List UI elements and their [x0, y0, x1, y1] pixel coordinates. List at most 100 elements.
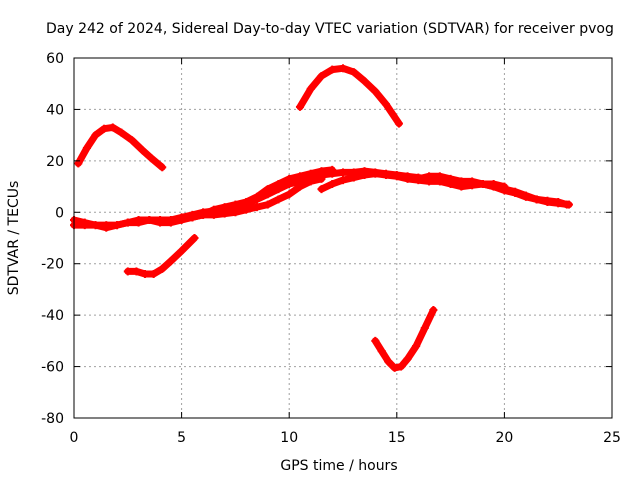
x-tick-label: 25: [603, 430, 621, 446]
data-point: [134, 218, 143, 227]
data-point: [156, 218, 165, 227]
data-point: [349, 173, 358, 182]
data-point: [360, 171, 369, 179]
series-band-main-b: [70, 166, 336, 232]
data-point: [543, 198, 552, 206]
data-point: [158, 163, 167, 172]
plot-frame: [73, 57, 613, 419]
data-point: [317, 174, 326, 183]
data-point: [394, 119, 403, 128]
data-point: [306, 84, 315, 93]
data-point: [166, 257, 175, 266]
series-arc-early-high: [74, 123, 166, 171]
y-axis-label: SDTVAR / TECUs: [6, 181, 22, 296]
y-tick-label: -20: [41, 257, 64, 273]
data-point: [382, 100, 391, 109]
data-point: [295, 172, 304, 181]
data-point: [435, 172, 444, 181]
data-point: [414, 174, 423, 183]
data-point: [252, 192, 261, 201]
data-point: [147, 154, 156, 163]
data-point: [328, 165, 337, 174]
x-tick-label: 5: [177, 430, 186, 446]
y-tick-label: 0: [55, 205, 64, 221]
data-point: [295, 182, 304, 191]
data-point: [532, 195, 541, 204]
data-point: [420, 324, 429, 332]
x-axis-label: GPS time / hours: [280, 458, 397, 474]
data-point: [390, 363, 399, 372]
data-point: [371, 169, 380, 178]
data-point: [188, 213, 197, 222]
data-point: [384, 357, 393, 366]
data-point: [446, 174, 455, 183]
data-point: [403, 354, 412, 363]
data-point: [371, 87, 380, 96]
y-tick-label: -60: [41, 360, 64, 376]
data-point: [199, 210, 208, 219]
data-point: [242, 205, 251, 214]
data-point: [382, 171, 391, 179]
x-tick-label: 0: [70, 430, 79, 446]
data-point: [349, 68, 358, 77]
data-point: [500, 185, 509, 194]
data-point: [317, 185, 326, 194]
data-point: [128, 136, 137, 145]
data-point: [295, 102, 304, 111]
data-point: [252, 203, 261, 212]
data-point: [489, 182, 498, 191]
y-tick-label: 40: [46, 102, 64, 118]
grid: [74, 58, 612, 418]
data-point: [274, 180, 283, 188]
data-point: [220, 209, 229, 218]
series-arc-midday-high: [296, 64, 403, 128]
data-point: [177, 216, 186, 224]
data-point: [117, 128, 126, 137]
data-point: [231, 200, 240, 209]
data-point: [328, 65, 337, 74]
y-tick-label: -80: [41, 411, 64, 427]
data-point: [285, 174, 294, 183]
data-point: [306, 169, 315, 178]
data-point: [339, 168, 347, 177]
data-point: [100, 124, 109, 133]
y-tick-label: 60: [46, 51, 64, 67]
data-point: [425, 172, 434, 181]
data-point: [132, 267, 141, 276]
data-point: [317, 167, 326, 176]
data-point: [397, 362, 406, 371]
data-point: [190, 234, 199, 242]
chart-title: Day 242 of 2024, Sidereal Day-to-day VTE…: [46, 21, 614, 37]
data-point: [113, 221, 122, 230]
data-point: [478, 180, 487, 188]
data-point: [123, 218, 132, 227]
data-point: [145, 216, 154, 224]
data-point: [242, 198, 251, 206]
data-point: [429, 306, 438, 314]
data-point: [80, 218, 89, 227]
data-point: [82, 144, 91, 152]
data-point: [108, 123, 117, 132]
data-point: [564, 200, 573, 209]
data-point: [521, 191, 530, 200]
data-point: [263, 185, 272, 194]
data-point: [412, 342, 421, 350]
data-point: [511, 187, 520, 196]
data-point: [377, 347, 386, 356]
data-point: [360, 77, 369, 86]
data-point: [91, 221, 100, 230]
data-point: [306, 177, 315, 186]
data-point: [123, 267, 132, 276]
data-point: [371, 336, 380, 345]
y-tick-label: -40: [41, 308, 64, 324]
axis-ticks: 0 5 10 15 20 25 -80 -60 -40 -20 0 20 40 60: [41, 51, 621, 446]
data-point: [209, 210, 218, 219]
data-point: [141, 270, 150, 278]
data-point: [554, 199, 563, 208]
y-tick-label: 20: [46, 154, 64, 170]
data-point: [403, 174, 412, 183]
data-point: [91, 131, 100, 140]
data-point: [158, 264, 167, 273]
data-point: [177, 246, 186, 255]
